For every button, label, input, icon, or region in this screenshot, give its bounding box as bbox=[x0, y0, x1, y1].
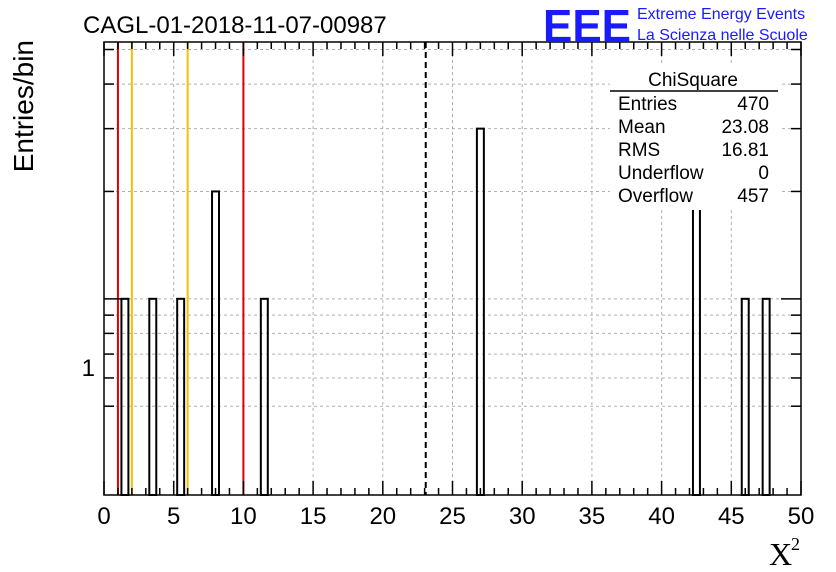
x-tick-label: 40 bbox=[648, 503, 675, 530]
reference-lines bbox=[116, 42, 427, 495]
stats-row-value: 16.81 bbox=[721, 140, 769, 161]
stats-row-label: Overflow bbox=[618, 186, 693, 207]
x-tick-label: 15 bbox=[300, 503, 327, 530]
histogram-bar bbox=[761, 297, 771, 497]
stats-row-value: 23.08 bbox=[721, 117, 769, 138]
x-tick-label: 50 bbox=[788, 503, 815, 530]
histogram-bar bbox=[148, 297, 158, 497]
chart-title: CAGL-01-2018-11-07-00987 bbox=[83, 12, 387, 39]
y-axis-label: Entries/bin bbox=[8, 40, 39, 172]
logo-text: EEE bbox=[543, 0, 631, 52]
x-tick-label: 25 bbox=[439, 503, 466, 530]
histogram-bar bbox=[259, 297, 269, 497]
histogram-bar bbox=[120, 297, 130, 497]
logo-line-1: Extreme Energy Events bbox=[637, 6, 805, 23]
x-tick-label: 35 bbox=[579, 503, 606, 530]
x-tick-labels: 0 5 10 15 20 25 30 35 40 45 50 bbox=[97, 503, 814, 530]
stats-box: ChiSquare Entries 470 Mean 23.08 RMS 16.81 Und… bbox=[610, 64, 780, 210]
stats-row-label: Mean bbox=[618, 117, 666, 138]
x-axis-label-superscript: 2 bbox=[791, 534, 800, 554]
histogram-bar bbox=[691, 190, 701, 496]
histogram-bar bbox=[211, 190, 221, 496]
logo-line-2: La Scienza nelle Scuole bbox=[637, 27, 808, 44]
eee-logo: EEE Extreme Energy Events La Scienza nel… bbox=[543, 0, 808, 52]
x-tick-label: 20 bbox=[369, 503, 396, 530]
stats-row-label: Underflow bbox=[618, 163, 704, 184]
grid-lines bbox=[104, 42, 801, 495]
x-tick-label: 45 bbox=[718, 503, 745, 530]
histogram-bar bbox=[475, 127, 485, 497]
histogram-bar bbox=[740, 297, 750, 497]
stats-row-value: 457 bbox=[737, 186, 769, 207]
stats-row-value: 0 bbox=[758, 163, 769, 184]
x-tick-label: 10 bbox=[230, 503, 257, 530]
axis-ticks bbox=[103, 42, 802, 495]
stats-row-value: 470 bbox=[737, 94, 769, 115]
stats-row-label: Entries bbox=[618, 94, 677, 115]
stats-box-title: ChiSquare bbox=[648, 70, 738, 91]
y-tick-label: 1 bbox=[82, 355, 95, 382]
x-tick-label: 0 bbox=[97, 503, 110, 530]
x-tick-label: 5 bbox=[167, 503, 180, 530]
stats-box-background bbox=[610, 64, 780, 210]
stats-row-label: RMS bbox=[618, 140, 660, 161]
x-axis-label: X bbox=[769, 536, 792, 572]
x-tick-label: 30 bbox=[509, 503, 536, 530]
histogram-bar bbox=[176, 297, 186, 497]
histogram-bars bbox=[120, 127, 771, 497]
